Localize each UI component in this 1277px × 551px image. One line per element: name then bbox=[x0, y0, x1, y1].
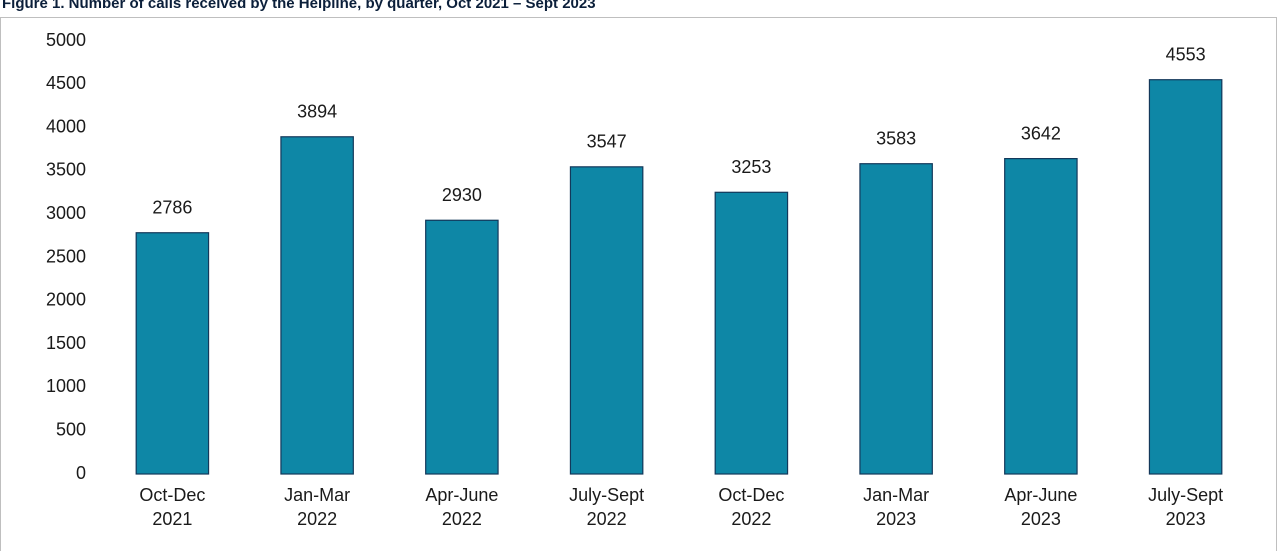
bar bbox=[1004, 158, 1078, 475]
value-label: 2930 bbox=[442, 185, 482, 205]
x-tick-label: Oct-Dec bbox=[139, 485, 205, 505]
x-tick-label: Apr-June bbox=[425, 485, 498, 505]
value-label: 3642 bbox=[1021, 123, 1061, 143]
x-tick-label: 2023 bbox=[1166, 509, 1206, 529]
x-tick-label: Apr-June bbox=[1004, 485, 1077, 505]
value-label: 3894 bbox=[297, 102, 337, 122]
x-tick-label: 2022 bbox=[731, 509, 771, 529]
y-tick-label: 5000 bbox=[46, 30, 86, 50]
y-tick-label: 2000 bbox=[46, 290, 86, 310]
y-tick-label: 3500 bbox=[46, 160, 86, 180]
y-tick-label: 4000 bbox=[46, 116, 86, 136]
x-tick-label: 2023 bbox=[876, 509, 916, 529]
bar bbox=[280, 136, 354, 475]
x-tick-label: 2022 bbox=[442, 509, 482, 529]
bar bbox=[859, 163, 933, 475]
bar bbox=[714, 191, 789, 475]
x-tick-label: 2023 bbox=[1021, 509, 1061, 529]
bar bbox=[135, 232, 210, 475]
x-tick-label: July-Sept bbox=[1148, 485, 1223, 505]
x-tick-label: Oct-Dec bbox=[718, 485, 784, 505]
chart-title: Figure 1. Number of calls received by th… bbox=[2, 0, 596, 12]
x-tick-label: Jan-Mar bbox=[284, 485, 350, 505]
x-tick-label: Jan-Mar bbox=[863, 485, 929, 505]
y-tick-label: 4500 bbox=[46, 73, 86, 93]
value-label: 3547 bbox=[587, 132, 627, 152]
y-tick-label: 2500 bbox=[46, 246, 86, 266]
y-tick-label: 500 bbox=[56, 419, 86, 439]
x-tick-label: July-Sept bbox=[569, 485, 644, 505]
x-tick-label: 2021 bbox=[152, 509, 192, 529]
value-label: 2786 bbox=[152, 197, 192, 217]
x-tick-label: 2022 bbox=[297, 509, 337, 529]
x-tick-label: 2022 bbox=[587, 509, 627, 529]
y-tick-label: 3000 bbox=[46, 203, 86, 223]
y-tick-label: 1500 bbox=[46, 333, 86, 353]
value-label: 4553 bbox=[1166, 44, 1206, 64]
bar bbox=[569, 166, 644, 475]
bar bbox=[425, 219, 499, 475]
bar bbox=[1148, 79, 1223, 475]
y-tick-label: 0 bbox=[76, 463, 86, 483]
value-label: 3253 bbox=[731, 157, 771, 177]
y-tick-label: 1000 bbox=[46, 376, 86, 396]
value-label: 3583 bbox=[876, 128, 916, 148]
